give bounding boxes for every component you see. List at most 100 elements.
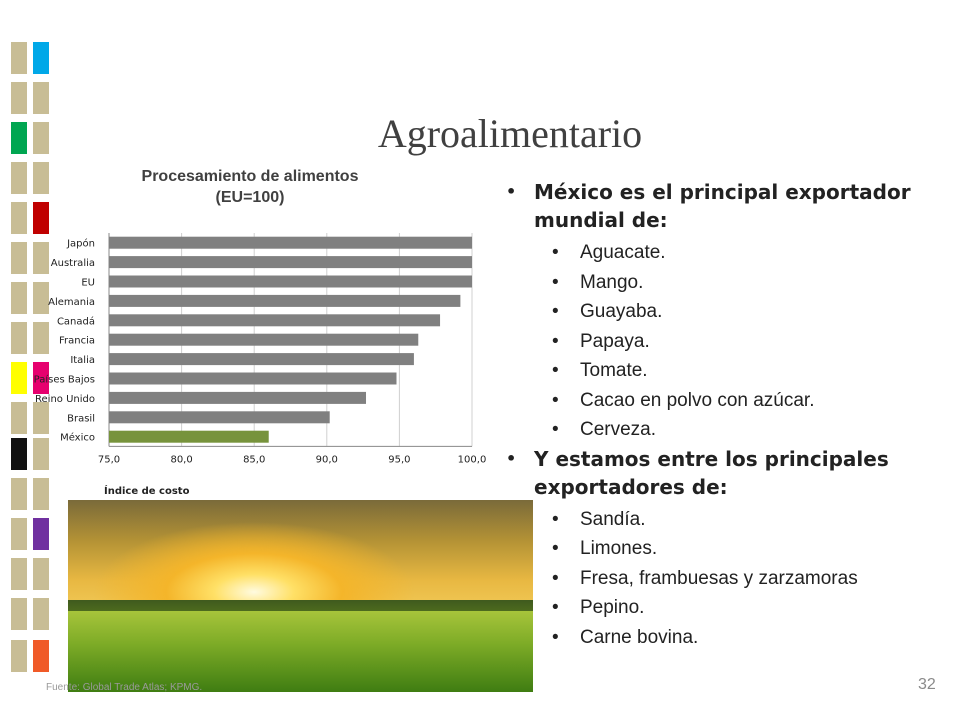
decor-square-right	[33, 478, 49, 510]
decorative-squares	[0, 0, 60, 720]
decor-square-right	[33, 402, 49, 434]
category-label: Australia	[51, 258, 95, 269]
decor-square-right	[33, 558, 49, 590]
decor-square-left	[11, 322, 27, 354]
bullet-item-text: Cerveza.	[580, 419, 657, 440]
bullet-glyph: •	[552, 389, 559, 411]
category-label: Francia	[59, 336, 95, 347]
bar	[109, 256, 472, 269]
decor-square-left	[11, 640, 27, 672]
bullet-item: • Tomate.	[506, 356, 956, 386]
bar	[109, 314, 441, 327]
cost-index-chart: Procesamiento de alimentos (EU=100) 75,0…	[0, 0, 500, 510]
bullet-glyph: •	[552, 330, 559, 352]
bullet-item-text: Guayaba.	[580, 301, 663, 322]
bullet-item: • Fresa, frambuesas y zarzamoras	[506, 564, 956, 594]
category-label: Italia	[70, 355, 95, 366]
bullet-item: • Aguacate.	[506, 238, 956, 268]
bullet-item-text: Papaya.	[580, 330, 650, 352]
bullet-item: • Carne bovina.	[506, 623, 956, 653]
bullet-heading: • México es el principal exportador mundi…	[506, 178, 956, 234]
category-label: Canadá	[57, 315, 95, 327]
bullet-item: • Papaya.	[506, 327, 956, 357]
x-tick-label: 80,0	[170, 454, 192, 465]
bullet-glyph: •	[552, 360, 559, 381]
bullet-glyph: •	[552, 301, 559, 322]
decor-square-left	[11, 202, 27, 234]
decor-square-left	[11, 558, 27, 590]
x-tick-label: 85,0	[243, 454, 265, 465]
decor-square-right	[33, 518, 49, 550]
decor-square-left	[11, 478, 27, 510]
bullet-item: • Mango.	[506, 268, 956, 298]
decor-square-left	[11, 242, 27, 274]
decor-square-right	[33, 82, 49, 114]
x-tick-label: 100,0	[458, 454, 487, 465]
category-label: Japón	[66, 238, 95, 250]
bullet-item: • Pepino.	[506, 593, 956, 623]
decor-square-right	[33, 598, 49, 630]
decor-square-right	[33, 162, 49, 194]
chart-title-line1: Procesamiento de alimentos	[141, 168, 359, 185]
bullet-item: • Guayaba.	[506, 297, 956, 327]
bullet-glyph: •	[552, 271, 559, 293]
bullet-item-text: Tomate.	[580, 360, 648, 381]
bar-chart-svg: 75,0 80,0 85,0 90,0 95,0 100,0 Japón Australia E…	[34, 233, 487, 465]
chart-x-axis-label: Índice de costo	[104, 486, 190, 497]
decor-square-right	[33, 322, 49, 354]
slide-title: Agroalimentario	[377, 111, 643, 156]
green-field	[68, 611, 533, 692]
decor-square-right	[33, 282, 49, 314]
bullet-glyph: •	[552, 538, 559, 559]
decor-square-right	[33, 242, 49, 274]
bullet-item: • Cerveza.	[506, 415, 956, 445]
x-tick-label: 75,0	[98, 454, 120, 465]
bar	[109, 333, 419, 346]
bullet-item: • Cacao en polvo con azúcar.	[506, 386, 956, 416]
decor-square-right	[33, 202, 49, 234]
bullet-item-text: Cacao en polvo con azúcar.	[580, 389, 815, 411]
bullet-glyph: •	[506, 448, 517, 468]
page-number: 32	[918, 676, 936, 693]
bullet-item-text: Carne bovina.	[580, 626, 699, 648]
wheat-field-photo	[68, 500, 533, 692]
bullet-heading-text: México es el principal exportador mundia…	[534, 180, 911, 232]
decor-square-right	[33, 122, 49, 154]
bar	[109, 275, 472, 288]
bullet-item-text: Pepino.	[580, 597, 645, 618]
bullet-glyph: •	[552, 242, 559, 263]
export-bullet-list: • México es el principal exportador mundi…	[506, 178, 956, 652]
bullet-item-text: Aguacate.	[580, 242, 666, 263]
bullet-item-text: Fresa, frambuesas y zarzamoras	[580, 567, 858, 589]
decor-square-left	[11, 162, 27, 194]
bullet-glyph: •	[552, 597, 559, 618]
x-tick-label: 90,0	[316, 454, 338, 465]
bar	[109, 430, 269, 443]
sunset-sky	[68, 500, 533, 616]
bar	[109, 353, 414, 366]
decor-square-left	[11, 282, 27, 314]
bar	[109, 294, 461, 307]
bar	[109, 372, 397, 385]
decor-square-left	[11, 438, 27, 470]
chart-title: Procesamiento de alimentos (EU=100)	[100, 166, 400, 208]
bullet-glyph: •	[552, 508, 559, 530]
bullet-heading: • Y estamos entre los principales exporta…	[506, 445, 956, 501]
bullet-item: • Limones.	[506, 534, 956, 564]
decor-square-left	[11, 518, 27, 550]
category-label: EU	[81, 278, 95, 289]
x-tick-label: 95,0	[388, 454, 410, 465]
source-note: Fuente: Global Trade Atlas; KPMG.	[46, 682, 203, 693]
bullet-glyph: •	[552, 419, 559, 440]
category-label: Países Bajos	[34, 374, 95, 386]
bullet-heading-text: Y estamos entre los principales exportad…	[534, 446, 889, 499]
decor-square-left	[11, 402, 27, 434]
category-label: México	[60, 432, 95, 444]
bullet-glyph: •	[552, 626, 559, 648]
bullet-item-text: Sandía.	[580, 508, 646, 530]
decor-square-right	[33, 640, 49, 672]
bullet-item-text: Limones.	[580, 538, 658, 559]
decor-square-left	[11, 82, 27, 114]
chart-subtitle: (EU=100)	[215, 189, 285, 206]
decor-square-left	[11, 362, 27, 394]
